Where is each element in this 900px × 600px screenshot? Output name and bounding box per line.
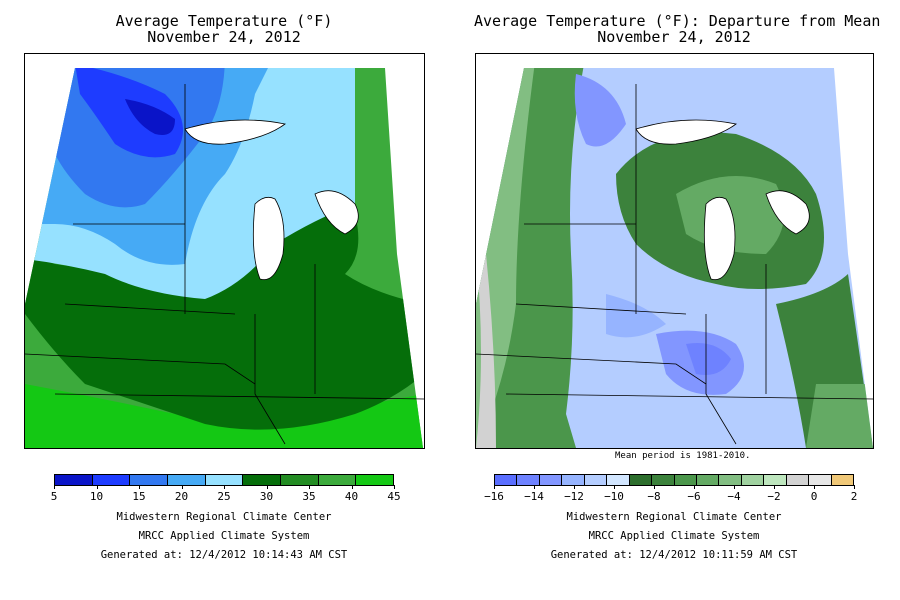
right-legend-tickmark (734, 485, 735, 489)
left-legend-tick-label: 15 (132, 490, 146, 503)
right-legend-tickmark (814, 485, 815, 489)
left-temperature-map (24, 53, 425, 449)
left-legend-tickmark (54, 485, 55, 489)
right-legend-swatch (607, 475, 630, 485)
left-credit-generated: Generated at: 12/4/2012 10:14:43 AM CST (100, 549, 348, 561)
right-legend-bar (494, 474, 854, 486)
left-credit-system: MRCC Applied Climate System (138, 530, 310, 542)
right-legend-swatch (809, 475, 832, 485)
right-legend-tick-label: −12 (564, 490, 584, 503)
left-legend-tickmark (351, 485, 353, 489)
left-title-line2: November 24, 2012 (147, 28, 301, 46)
right-legend-tickmark (654, 485, 655, 489)
left-legend-swatch (168, 475, 206, 485)
right-legend-swatch (652, 475, 675, 485)
left-legend-swatch (356, 475, 394, 485)
right-legend-swatch (696, 475, 720, 485)
right-map-graphic (476, 68, 873, 448)
right-map-title: Average Temperature (°F): Departure from… (474, 12, 881, 46)
left-legend-swatch (130, 475, 169, 485)
right-legend-swatch (584, 475, 608, 485)
left-legend-tickmark (224, 485, 225, 489)
right-legend-swatch (786, 475, 810, 485)
left-legend-tick-label: 20 (174, 490, 189, 503)
right-legend-swatch (741, 475, 765, 485)
right-credit-system: MRCC Applied Climate System (588, 530, 760, 542)
left-legend-tickmark (394, 485, 395, 489)
right-legend-tick-label: 0 (810, 490, 818, 503)
left-map-graphic (25, 68, 424, 448)
left-credits: Midwestern Regional Climate Center MRCC … (24, 508, 424, 565)
left-legend-swatch (92, 475, 131, 485)
left-legend-tick-label: 40 (344, 490, 359, 503)
left-legend-tick-label: 35 (302, 490, 316, 503)
right-legend-tick-label: −16 (484, 490, 504, 503)
right-title-line1: Average Temperature (°F): Departure from… (474, 12, 881, 30)
left-legend-tickmark (266, 485, 268, 489)
left-legend-tickmark (309, 485, 310, 489)
right-legend-swatch (562, 475, 585, 485)
left-legend-tick-label: 30 (259, 490, 274, 503)
right-legend-tick-label: 2 (850, 490, 858, 503)
left-legend-swatch (318, 475, 357, 485)
right-legend-tick-label: −8 (647, 490, 661, 503)
left-legend-tickmark (181, 485, 183, 489)
right-departure-map (475, 53, 874, 449)
right-legend-swatch (539, 475, 563, 485)
left-legend-tickmark (139, 485, 140, 489)
right-legend-tickmark (614, 485, 615, 489)
left-legend-swatch (205, 475, 244, 485)
right-legend-swatch (629, 475, 653, 485)
left-map-title: Average Temperature (°F) November 24, 20… (24, 13, 424, 45)
left-legend: 5 10 15 20 25 30 35 40 45 (51, 474, 401, 503)
right-credit-org: Midwestern Regional Climate Center (566, 511, 782, 523)
mean-period-note: Mean period is 1981-2010. (615, 451, 751, 461)
right-title-line2: November 24, 2012 (597, 28, 751, 46)
left-legend-swatch (243, 475, 282, 485)
left-credit-org: Midwestern Regional Climate Center (116, 511, 332, 523)
left-legend-swatch (281, 475, 319, 485)
right-legend-swatch (495, 475, 518, 485)
right-legend-tickmark (494, 485, 495, 489)
left-title-line1: Average Temperature (°F) (115, 12, 333, 30)
right-legend-tick-label: −10 (604, 490, 624, 503)
right-legend: −16 −14 −12 −10 −8 −6 −4 −2 0 2 (484, 474, 857, 503)
right-legend-swatch (674, 475, 697, 485)
right-credit-generated: Generated at: 12/4/2012 10:11:59 AM CST (550, 549, 798, 561)
right-legend-tickmark (774, 485, 775, 489)
left-legend-tick-label: 5 (50, 490, 58, 503)
right-legend-swatch (517, 475, 540, 485)
right-legend-tick-label: −4 (727, 490, 741, 503)
right-legend-tick-label: −2 (767, 490, 781, 503)
right-legend-swatch (764, 475, 787, 485)
right-legend-swatch (719, 475, 742, 485)
right-legend-tickmark (534, 485, 535, 489)
right-legend-tickmark (854, 485, 855, 489)
left-legend-tick-label: 25 (217, 490, 231, 503)
right-legend-tick-label: −14 (524, 490, 544, 503)
right-legend-tickmark (574, 485, 575, 489)
left-legend-tick-label: 10 (89, 490, 104, 503)
right-credits: Midwestern Regional Climate Center MRCC … (474, 508, 874, 565)
right-legend-swatch (831, 475, 853, 485)
left-legend-tickmark (96, 485, 98, 489)
right-legend-tick-label: −6 (687, 490, 701, 503)
left-legend-tick-label: 45 (387, 490, 401, 503)
right-legend-tickmark (694, 485, 695, 489)
left-legend-swatch (55, 475, 93, 485)
